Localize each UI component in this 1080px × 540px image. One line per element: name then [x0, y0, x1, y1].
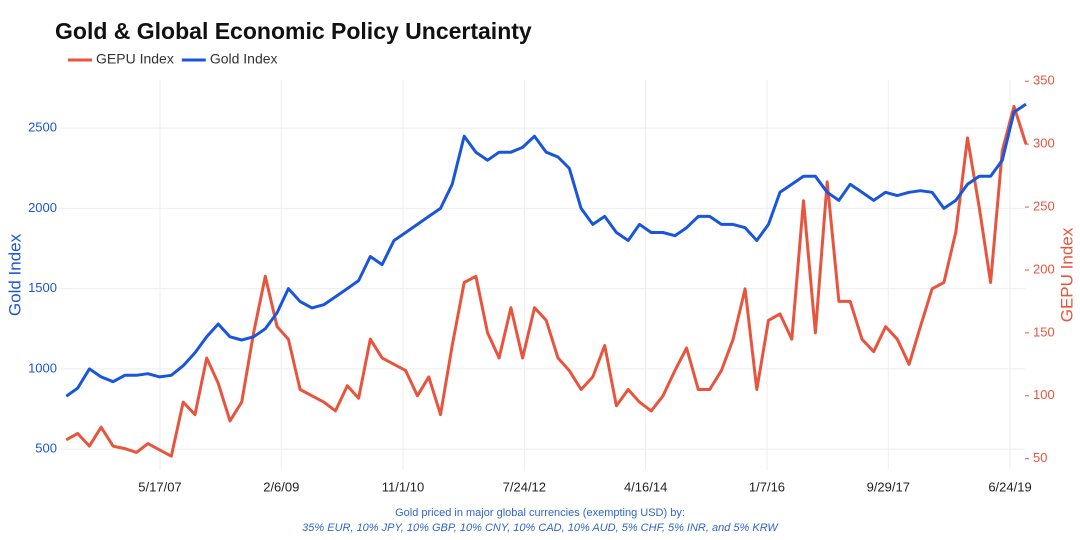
y2-axis-title: GEPU Index — [1057, 227, 1076, 322]
y-axis-title: Gold Index — [5, 233, 24, 316]
x-tick-label: 4/16/14 — [624, 479, 667, 494]
y-tick-label: 1000 — [28, 360, 57, 375]
x-tick-label: 1/7/16 — [749, 479, 785, 494]
x-tick-label: 5/17/07 — [138, 479, 181, 494]
legend-label: GEPU Index — [96, 51, 174, 67]
y2-tick-label: 100 — [1033, 387, 1055, 402]
x-tick-label: 11/1/10 — [382, 479, 424, 494]
y2-tick-label: 350 — [1033, 73, 1055, 88]
y-tick-label: 2500 — [28, 120, 57, 135]
y2-tick-label: 150 — [1033, 324, 1055, 339]
x-tick-label: 9/29/17 — [867, 479, 910, 494]
x-tick-label: 2/6/09 — [263, 479, 299, 494]
y2-tick-label: 50 — [1033, 450, 1047, 465]
x-tick-label: 6/24/19 — [988, 479, 1031, 494]
legend-label: Gold Index — [210, 51, 278, 67]
footnote: Gold priced in major global currencies (… — [395, 507, 685, 519]
x-tick-label: 7/24/12 — [503, 479, 546, 494]
y-tick-label: 2000 — [28, 200, 57, 215]
footnote: 35% EUR, 10% JPY, 10% GBP, 10% CNY, 10% … — [302, 522, 779, 534]
y-tick-label: 500 — [35, 441, 57, 456]
y2-tick-label: 300 — [1033, 136, 1055, 151]
series-line — [65, 102, 1027, 398]
y-tick-label: 1500 — [28, 280, 57, 295]
y2-tick-label: 250 — [1033, 199, 1055, 214]
series-line — [65, 104, 1028, 458]
y2-tick-label: 200 — [1033, 261, 1055, 276]
chart-title: Gold & Global Economic Policy Uncertaint… — [55, 18, 532, 44]
